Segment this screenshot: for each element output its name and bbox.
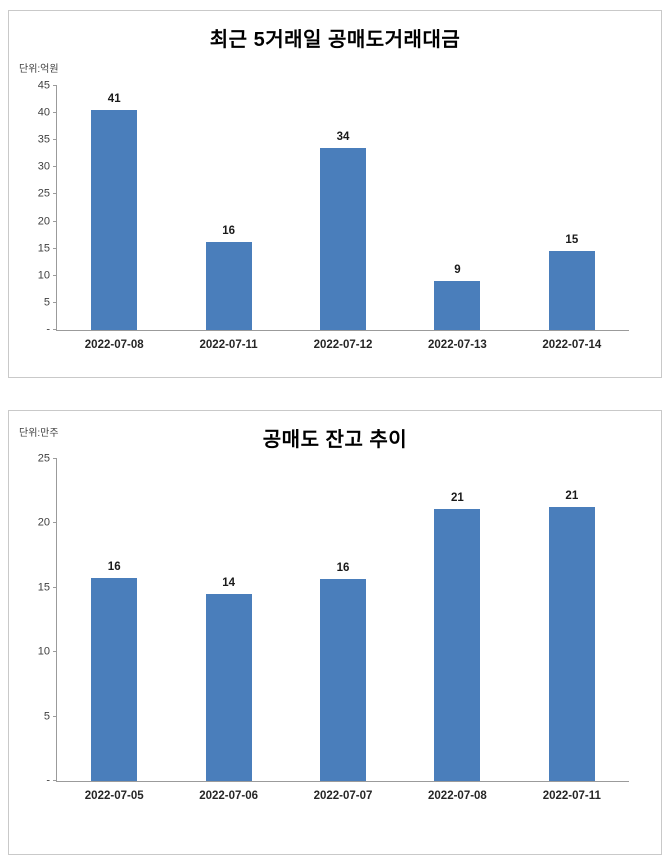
unit-label: 단위:만주 bbox=[19, 428, 59, 439]
y-axis-tick-mark bbox=[53, 193, 57, 195]
bar-value-label: 16 bbox=[336, 561, 350, 574]
x-axis-category-label: 2022-07-06 bbox=[199, 790, 259, 802]
y-axis-tick-mark bbox=[53, 780, 57, 781]
y-axis-tick-mark bbox=[53, 247, 57, 249]
category-slot: 21 2022-07-08 bbox=[400, 459, 514, 802]
chart-title: 공매도 잔고 추이 bbox=[262, 429, 408, 451]
bar-value-label: 16 bbox=[107, 560, 121, 573]
category-slot: 16 2022-07-05 bbox=[57, 459, 171, 803]
y-axis-tick-label: 20 bbox=[37, 516, 50, 529]
bar-value-label: 15 bbox=[565, 234, 579, 247]
bar-value-label: 34 bbox=[336, 131, 350, 144]
plot-area: - 5 10 15 20 25 30 35 40 45 41 2022-07-08 16 2022-07-… bbox=[38, 80, 629, 351]
y-axis-tick-label: 5 bbox=[43, 710, 50, 723]
chart-title: 최근 5거래일 공매도거래대금 bbox=[209, 29, 461, 51]
bar: 16 bbox=[320, 562, 367, 781]
bar: 16 bbox=[91, 561, 138, 781]
x-axis-category-label: 2022-07-12 bbox=[313, 339, 373, 351]
chart-card-short-selling-balance: 공매도 잔고 추이 단위:만주 - 5 10 15 20 25 16 2022-07-05 14… bbox=[8, 410, 662, 855]
bar: 15 bbox=[548, 234, 595, 330]
y-axis-tick-label: - bbox=[46, 323, 50, 336]
y-axis-tick-label: 25 bbox=[37, 187, 50, 200]
bars-container: 41 2022-07-08 16 2022-07-11 34 2022-07-12 9 202… bbox=[57, 86, 629, 351]
y-axis-tick-label: - bbox=[46, 774, 50, 787]
x-axis-category-label: 2022-07-07 bbox=[313, 790, 373, 802]
y-axis-tick-mark bbox=[53, 329, 57, 330]
unit-label: 단위:억원 bbox=[19, 64, 59, 75]
category-slot: 15 2022-07-14 bbox=[515, 86, 629, 351]
x-axis-category-label: 2022-07-11 bbox=[542, 790, 601, 802]
plot-area: - 5 10 15 20 25 16 2022-07-05 14 2022-07-06 16 2022… bbox=[38, 453, 629, 803]
y-axis-tick-mark bbox=[53, 651, 57, 653]
bar-value-label: 9 bbox=[454, 264, 461, 277]
x-axis-category-label: 2022-07-05 bbox=[84, 790, 144, 802]
y-axis-tick-mark bbox=[53, 715, 57, 717]
bar-value-label: 16 bbox=[222, 224, 236, 237]
category-slot: 9 2022-07-13 bbox=[400, 86, 514, 351]
category-slot: 16 2022-07-07 bbox=[286, 459, 400, 802]
y-axis-tick-label: 35 bbox=[37, 133, 50, 146]
bar: 41 bbox=[91, 93, 138, 330]
bar: 14 bbox=[205, 577, 252, 781]
bars-container: 16 2022-07-05 14 2022-07-06 16 2022-07-07 21 20… bbox=[57, 459, 629, 803]
y-axis-tick-label: 30 bbox=[37, 160, 50, 173]
y-axis-tick-mark bbox=[53, 301, 57, 303]
y-axis-tick-label: 15 bbox=[37, 242, 50, 255]
bar: 9 bbox=[434, 264, 481, 330]
y-axis-tick-label: 15 bbox=[37, 581, 50, 594]
category-slot: 21 2022-07-11 bbox=[515, 459, 629, 802]
y-axis-tick-mark bbox=[53, 274, 57, 276]
category-slot: 16 2022-07-11 bbox=[171, 86, 285, 351]
chart-card-short-selling-turnover: 최근 5거래일 공매도거래대금 단위:억원 - 5 10 15 20 25 30 35 40 45… bbox=[8, 10, 662, 378]
bar-value-label: 14 bbox=[222, 577, 236, 590]
bar: 16 bbox=[205, 225, 252, 330]
x-axis-category-label: 2022-07-08 bbox=[428, 790, 487, 802]
x-axis-category-label: 2022-07-14 bbox=[542, 339, 602, 351]
bar: 21 bbox=[548, 490, 595, 781]
y-axis-tick-label: 5 bbox=[43, 296, 50, 309]
category-slot: 14 2022-07-06 bbox=[171, 459, 285, 802]
bar: 34 bbox=[320, 131, 367, 330]
y-axis-tick-mark bbox=[53, 586, 57, 588]
y-axis-tick-mark bbox=[53, 139, 57, 141]
category-slot: 41 2022-07-08 bbox=[57, 86, 171, 351]
y-axis-tick-mark bbox=[53, 112, 57, 114]
bar-value-label: 21 bbox=[565, 489, 579, 502]
y-axis-tick-mark bbox=[53, 522, 57, 524]
x-axis-category-label: 2022-07-08 bbox=[84, 339, 144, 351]
x-axis-category-label: 2022-07-13 bbox=[428, 339, 487, 351]
y-axis-tick-label: 45 bbox=[37, 79, 50, 92]
bar-value-label: 21 bbox=[451, 492, 464, 505]
y-axis-tick-label: 10 bbox=[37, 269, 50, 282]
y-axis-tick-mark bbox=[53, 220, 57, 222]
y-axis-tick-label: 25 bbox=[37, 452, 50, 465]
bar-value-label: 41 bbox=[107, 92, 121, 105]
y-axis-tick-mark bbox=[53, 458, 57, 459]
category-slot: 34 2022-07-12 bbox=[286, 86, 400, 351]
x-axis-category-label: 2022-07-11 bbox=[199, 339, 258, 351]
y-axis-tick-label: 20 bbox=[37, 215, 50, 228]
y-axis-tick-mark bbox=[53, 166, 57, 168]
y-axis-tick-mark bbox=[53, 85, 57, 86]
y-axis-tick-label: 40 bbox=[37, 106, 50, 119]
y-axis-tick-label: 10 bbox=[37, 645, 50, 658]
bar: 21 bbox=[434, 492, 481, 781]
